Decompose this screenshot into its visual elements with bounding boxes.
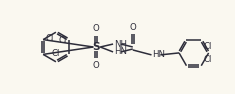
Text: O: O [93, 24, 100, 33]
Text: Cl: Cl [203, 55, 212, 64]
Text: Cl: Cl [52, 49, 60, 58]
Text: Cl: Cl [58, 36, 67, 45]
Text: O: O [93, 61, 100, 70]
Text: O: O [129, 23, 136, 32]
Text: S: S [93, 42, 100, 52]
Text: HN: HN [114, 47, 127, 56]
Text: Cl: Cl [46, 34, 54, 43]
Text: HN: HN [153, 50, 165, 59]
Text: NH: NH [114, 40, 127, 49]
Text: Cl: Cl [203, 42, 212, 51]
